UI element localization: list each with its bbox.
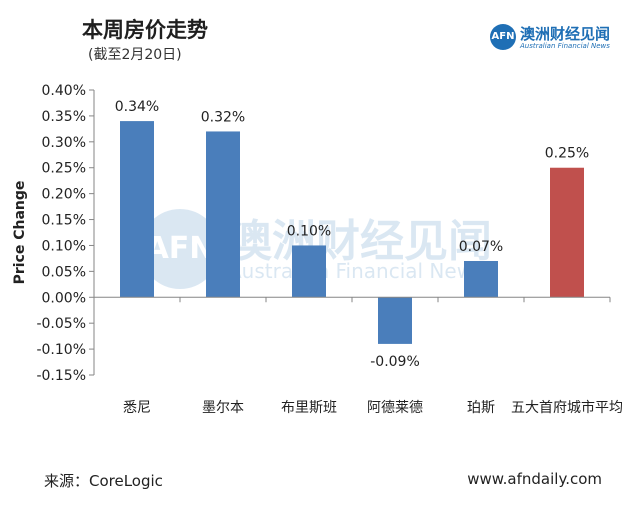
afn-logo: AFN 澳洲财经见闻 Australian Financial News: [490, 24, 625, 54]
y-tick-label: 0.40%: [42, 83, 86, 99]
bar-chart: 0.40% 0.35% 0.30% 0.25% 0.20% 0.15% 0.10% 0.05%…: [12, 83, 623, 416]
afn-logo-name-en: Australian Financial News: [520, 42, 610, 50]
x-tick-label-5: 五大首府城市平均: [511, 399, 623, 416]
y-tick-label: -0.10%: [36, 342, 86, 358]
x-tick-label-4: 珀斯: [467, 400, 495, 416]
y-tick-label: 0.15%: [42, 213, 86, 229]
y-tick-label: 0.30%: [42, 135, 86, 151]
x-axis-labels: 悉尼 墨尔本 布里斯班 阿德莱德 珀斯 五大首府城市平均: [123, 297, 623, 416]
data-label-1: 0.32%: [201, 109, 245, 125]
y-axis-label: Price Change: [12, 181, 28, 285]
afn-logo-mark: AFN: [490, 24, 516, 50]
y-tick-label: 0.00%: [42, 290, 86, 306]
x-tick-label-0: 悉尼: [123, 400, 151, 416]
bar-4: [464, 261, 498, 298]
y-axis-ticks: 0.40% 0.35% 0.30% 0.25% 0.20% 0.15% 0.10% 0.05%…: [36, 83, 94, 384]
bar-5: [550, 167, 584, 298]
x-tick-label-1: 墨尔本: [202, 400, 244, 416]
y-tick-label: 0.05%: [42, 264, 86, 280]
bar-3: [378, 297, 412, 344]
bar-1: [206, 131, 240, 298]
data-label-0: 0.34%: [115, 99, 159, 115]
data-label-2: 0.10%: [287, 223, 331, 239]
x-tick-label-2: 布里斯班: [281, 400, 337, 416]
y-tick-label: 0.25%: [42, 161, 86, 177]
source-note: 来源：CoreLogic: [44, 472, 163, 490]
y-tick-label: 0.35%: [42, 109, 86, 125]
data-label-3: -0.09%: [370, 354, 420, 370]
y-tick-label: 0.10%: [42, 238, 86, 254]
y-tick-label: 0.20%: [42, 187, 86, 203]
chart-title: 本周房价走势: [82, 18, 208, 42]
data-label-4: 0.07%: [459, 239, 503, 255]
y-tick-label: -0.15%: [36, 368, 86, 384]
data-label-5: 0.25%: [545, 146, 589, 162]
bars: [120, 121, 584, 344]
x-tick-label-3: 阿德莱德: [367, 400, 423, 416]
data-labels: 0.34% 0.32% 0.10% -0.09% 0.07% 0.25%: [115, 99, 589, 370]
chart-subtitle: (截至2月20日): [88, 47, 182, 63]
website-link[interactable]: www.afndaily.com: [467, 470, 602, 488]
bar-0: [120, 121, 154, 298]
afn-logo-name-cn: 澳洲财经见闻: [520, 25, 611, 43]
y-tick-label: -0.05%: [36, 316, 86, 332]
bar-2: [292, 245, 326, 298]
